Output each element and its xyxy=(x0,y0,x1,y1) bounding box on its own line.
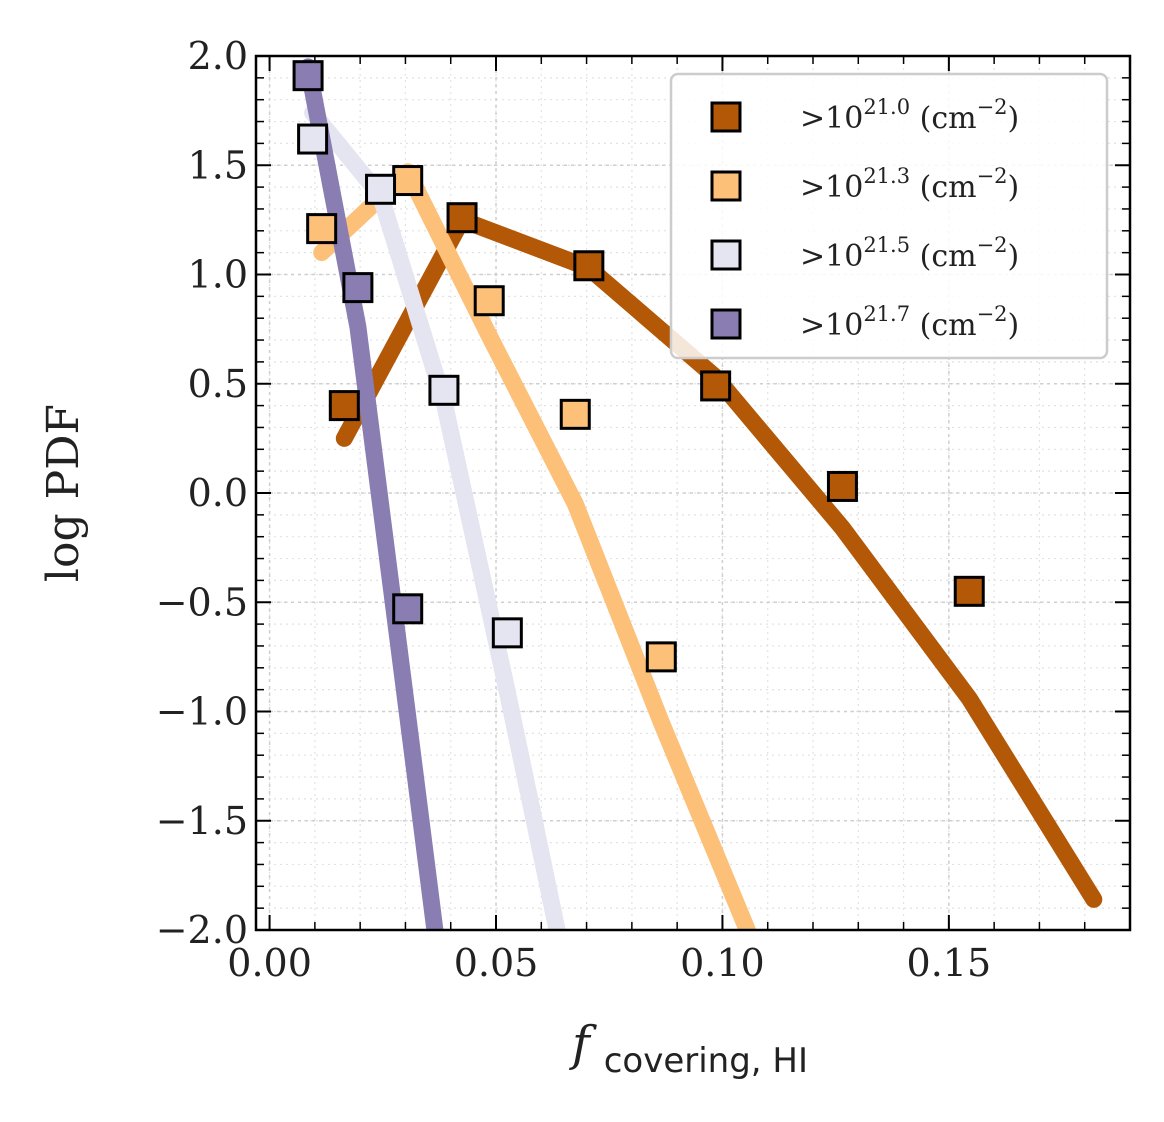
legend-label-unit: (cm xyxy=(910,239,977,274)
legend-label-exp: 21.7 xyxy=(863,302,910,326)
legend-marker xyxy=(710,308,742,340)
data-point-3 xyxy=(292,60,324,92)
y-tick-label: 0.0 xyxy=(188,471,248,515)
data-point-3 xyxy=(392,593,424,625)
y-tick-label: 1.0 xyxy=(188,253,248,297)
plot-frame xyxy=(254,54,1132,932)
legend-label-base: >10 xyxy=(800,308,863,343)
legend-label: >1021.7 (cm−2) xyxy=(800,302,1019,343)
legend-label-base: >10 xyxy=(800,101,863,136)
x-tick-label: 0.05 xyxy=(454,941,539,985)
y-tick-label: −1.0 xyxy=(156,690,248,734)
legend-label-unit-exp: −2 xyxy=(977,233,1008,257)
legend-label-unit: (cm xyxy=(910,170,977,205)
x-tick-label: 0.15 xyxy=(907,941,992,985)
data-point-0 xyxy=(573,250,605,282)
legend-label-unit: (cm xyxy=(910,101,977,136)
data-point-0 xyxy=(953,575,985,607)
legend-marker xyxy=(710,101,742,133)
data-point-2 xyxy=(491,617,523,649)
legend-label: >1021.5 (cm−2) xyxy=(800,233,1019,274)
x-axis-title: f covering, HI xyxy=(569,1016,808,1081)
legend-label-exp: 21.5 xyxy=(863,233,910,257)
data-point-0 xyxy=(446,202,478,234)
y-tick-label: 0.5 xyxy=(188,362,248,406)
legend-label-base: >10 xyxy=(800,239,863,274)
y-tick-label: 1.5 xyxy=(188,143,248,187)
x-tick-label: 0.00 xyxy=(227,941,312,985)
data-point-2 xyxy=(297,123,329,155)
legend-label: >1021.3 (cm−2) xyxy=(800,164,1019,205)
x-tick-label: 0.10 xyxy=(680,941,765,985)
legend-marker xyxy=(710,170,742,202)
data-point-2 xyxy=(365,173,397,205)
series-line-3 xyxy=(299,58,444,930)
legend-marker xyxy=(710,239,742,271)
data-point-0 xyxy=(328,390,360,422)
y-tick-label: 2.0 xyxy=(188,34,248,78)
data-point-1 xyxy=(645,641,677,673)
y-tick-label: −0.5 xyxy=(156,580,248,624)
legend-label-close: ) xyxy=(1008,308,1020,343)
legend-label-unit-exp: −2 xyxy=(977,302,1008,326)
series-markers xyxy=(292,60,985,673)
data-point-0 xyxy=(700,370,732,402)
legend-label-unit: (cm xyxy=(910,308,977,343)
data-point-1 xyxy=(306,213,338,245)
x-axis-title-sub: covering, HI xyxy=(604,1041,808,1081)
y-tick-label: −2.0 xyxy=(156,908,248,952)
data-point-1 xyxy=(473,285,505,317)
legend-label-close: ) xyxy=(1008,170,1020,205)
legend-label: >1021.0 (cm−2) xyxy=(800,95,1019,136)
tick-labels: 0.00 0.05 0.10 0.15 2.0 1.5 1.0 0.5 0.0 −0.5 −1.0 −… xyxy=(156,34,991,985)
legend-label-unit-exp: −2 xyxy=(977,164,1008,188)
data-point-1 xyxy=(559,398,591,430)
legend-label-unit-exp: −2 xyxy=(977,95,1008,119)
legend-label-base: >10 xyxy=(800,170,863,205)
data-point-3 xyxy=(342,272,374,304)
legend-label-exp: 21.0 xyxy=(863,95,910,119)
legend: >1021.0 (cm−2)>1021.3 (cm−2)>1021.5 (cm−… xyxy=(669,72,1109,360)
y-tick-label: −1.5 xyxy=(156,799,248,843)
legend-label-close: ) xyxy=(1008,101,1020,136)
x-axis-title-main: f xyxy=(569,1016,597,1072)
data-point-2 xyxy=(428,374,460,406)
y-axis-title: log PDF xyxy=(38,404,89,582)
data-point-1 xyxy=(392,165,424,197)
legend-box xyxy=(669,72,1109,360)
data-point-0 xyxy=(826,470,858,502)
legend-label-close: ) xyxy=(1008,239,1020,274)
legend-label-exp: 21.3 xyxy=(863,164,910,188)
